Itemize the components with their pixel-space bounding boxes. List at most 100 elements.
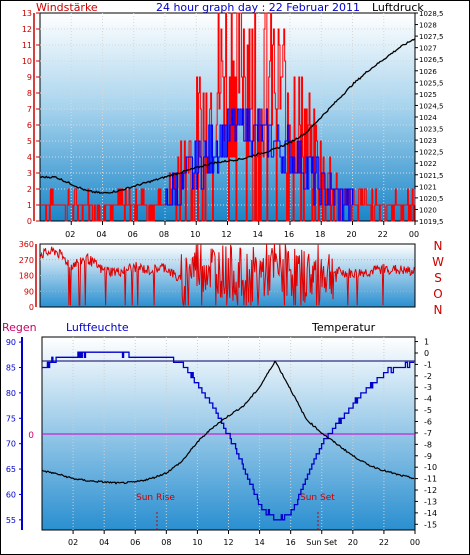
wind-y-tick: 8 xyxy=(27,89,32,98)
wind-x-tick: 22 xyxy=(378,230,388,239)
pressure-label: Luftdruck xyxy=(372,1,424,14)
wind-y-tick: 9 xyxy=(27,73,32,82)
pressure-y-tick: 1028 xyxy=(419,22,437,30)
pressure-y-axis: 1019,5 1020 1020,5 1021 1021,5 1022 1022,5 1023… xyxy=(415,10,444,226)
bottom-x-tick: 10 xyxy=(192,538,202,547)
direction-y-tick: 360 xyxy=(19,240,34,249)
wind-y-tick: 13 xyxy=(22,9,32,18)
humidity-line xyxy=(42,351,415,521)
temperature-y-tick: -6 xyxy=(424,418,432,427)
temperature-line xyxy=(41,360,415,485)
temperature-y-tick: -1 xyxy=(424,360,432,369)
bottom-x-tick: 12 xyxy=(223,538,233,547)
humidity-y-tick: 85 xyxy=(6,363,16,372)
humidity-y-tick: 70 xyxy=(6,440,16,449)
pressure-y-tick: 1021,5 xyxy=(419,172,444,180)
humidity-y-axis: 55 60 65 70 75 80 85 90 xyxy=(6,338,22,525)
compass-label: S xyxy=(434,271,442,285)
wind-y-tick: 11 xyxy=(22,41,32,50)
bottom-x-tick: 08 xyxy=(161,538,171,547)
wind-x-tick: 08 xyxy=(159,230,169,239)
wind-y-tick: 10 xyxy=(22,57,32,66)
direction-y-axis: 0 90 180 270 360 xyxy=(19,240,37,312)
pressure-y-tick: 1026 xyxy=(419,68,437,76)
sunrise-label: Sun Rise xyxy=(136,493,175,503)
wind-y-tick: 12 xyxy=(22,25,32,34)
wind-y-tick: 0 xyxy=(27,217,32,226)
humidity-y-tick: 55 xyxy=(6,516,16,525)
temperature-y-tick: -9 xyxy=(424,452,432,461)
pressure-y-tick: 1026,5 xyxy=(419,56,444,64)
compass-label: N xyxy=(434,239,443,253)
bottom-x-tick: 16 xyxy=(286,538,296,547)
wind-x-tick: 04 xyxy=(96,230,106,239)
temperature-y-tick: -2 xyxy=(424,372,432,381)
bottom-x-tick: 06 xyxy=(130,538,140,547)
bottom-x-tick: 14 xyxy=(254,538,264,547)
pressure-line xyxy=(39,38,416,194)
temperature-y-tick: 0 xyxy=(424,349,429,358)
compass-label: O xyxy=(433,287,442,301)
direction-line xyxy=(39,243,415,308)
pressure-y-tick: 1025 xyxy=(419,91,437,99)
temperature-y-tick: -15 xyxy=(424,520,437,529)
bottom-x-tick: 00 xyxy=(410,538,420,547)
humidity-y-tick: 80 xyxy=(6,389,16,398)
bottom-x-tick: 20 xyxy=(348,538,358,547)
wind-x-axis: 02 04 06 08 10 12 14 16 18 20 22 00 xyxy=(65,221,419,239)
pressure-y-tick: 1019,5 xyxy=(419,218,444,226)
pressure-y-tick: 1028,5 xyxy=(419,10,444,18)
wind-x-tick: 02 xyxy=(65,230,75,239)
temperature-y-tick: -7 xyxy=(424,429,432,438)
humidity-y-tick: 60 xyxy=(6,490,16,499)
wind-y-tick: 4 xyxy=(27,153,32,162)
temperature-y-tick: -14 xyxy=(424,509,437,518)
rain-label: Regen xyxy=(2,321,37,334)
pressure-y-tick: 1023,5 xyxy=(419,126,444,134)
direction-y-tick: 0 xyxy=(29,303,34,312)
direction-y-tick: 270 xyxy=(19,256,34,265)
pressure-y-tick: 1020 xyxy=(419,206,437,214)
temperature-y-tick: 1 xyxy=(424,338,429,347)
wind-x-tick: 20 xyxy=(346,230,356,239)
pressure-y-tick: 1022,5 xyxy=(419,149,444,157)
wind-x-tick: 14 xyxy=(253,230,263,239)
temperature-y-tick: -5 xyxy=(424,406,432,415)
pressure-y-tick: 1025,5 xyxy=(419,79,444,87)
pressure-y-tick: 1020,5 xyxy=(419,195,444,203)
wind-x-tick: 10 xyxy=(190,230,200,239)
direction-y-tick: 90 xyxy=(24,287,34,296)
wind-x-tick: 16 xyxy=(284,230,294,239)
temperature-y-tick: -12 xyxy=(424,486,437,495)
bottom-x-tick: 02 xyxy=(68,538,78,547)
pressure-y-tick: 1021 xyxy=(419,183,437,191)
bottom-x-tick: 04 xyxy=(99,538,109,547)
direction-y-tick: 180 xyxy=(19,272,34,281)
humidity-y-tick: 75 xyxy=(6,414,16,423)
pressure-y-tick: 1022 xyxy=(419,160,437,168)
wind-strength-label: Windstärke xyxy=(36,1,98,14)
temperature-y-axis: 1 0 -1 -2 -3 -4 -5 -6 -7 -8 -9 -10 -11 -12 -13 -14 -15 xyxy=(415,338,437,529)
wind-y-tick: 3 xyxy=(27,169,32,178)
temperature-y-tick: -10 xyxy=(424,463,437,472)
wind-x-tick: 12 xyxy=(221,230,231,239)
wind-x-tick: 00 xyxy=(409,230,419,239)
chart-title: 24 hour graph day : 22 Februar 2011 xyxy=(156,1,360,14)
temperature-y-tick: -11 xyxy=(424,475,437,484)
sunset-label: Sun Set xyxy=(300,493,335,503)
pressure-y-tick: 1024 xyxy=(419,114,437,122)
humidity-label: Luftfeuchte xyxy=(66,321,129,334)
rain-zero-tick: 0 xyxy=(28,431,34,441)
pressure-y-tick: 1023 xyxy=(419,137,437,145)
wind-y-tick: 2 xyxy=(27,185,32,194)
wind-y-tick: 7 xyxy=(27,105,32,114)
humidity-y-tick: 90 xyxy=(6,338,16,347)
humidity-y-tick: 65 xyxy=(6,465,16,474)
pressure-y-tick: 1027,5 xyxy=(419,33,444,41)
bottom-x-axis: 02 04 06 08 10 12 14 16 Sun Set 20 22 00 xyxy=(68,530,420,547)
compass-label: W xyxy=(432,255,444,269)
pressure-y-tick: 1027 xyxy=(419,45,437,53)
pressure-y-tick: 1024,5 xyxy=(419,102,444,110)
